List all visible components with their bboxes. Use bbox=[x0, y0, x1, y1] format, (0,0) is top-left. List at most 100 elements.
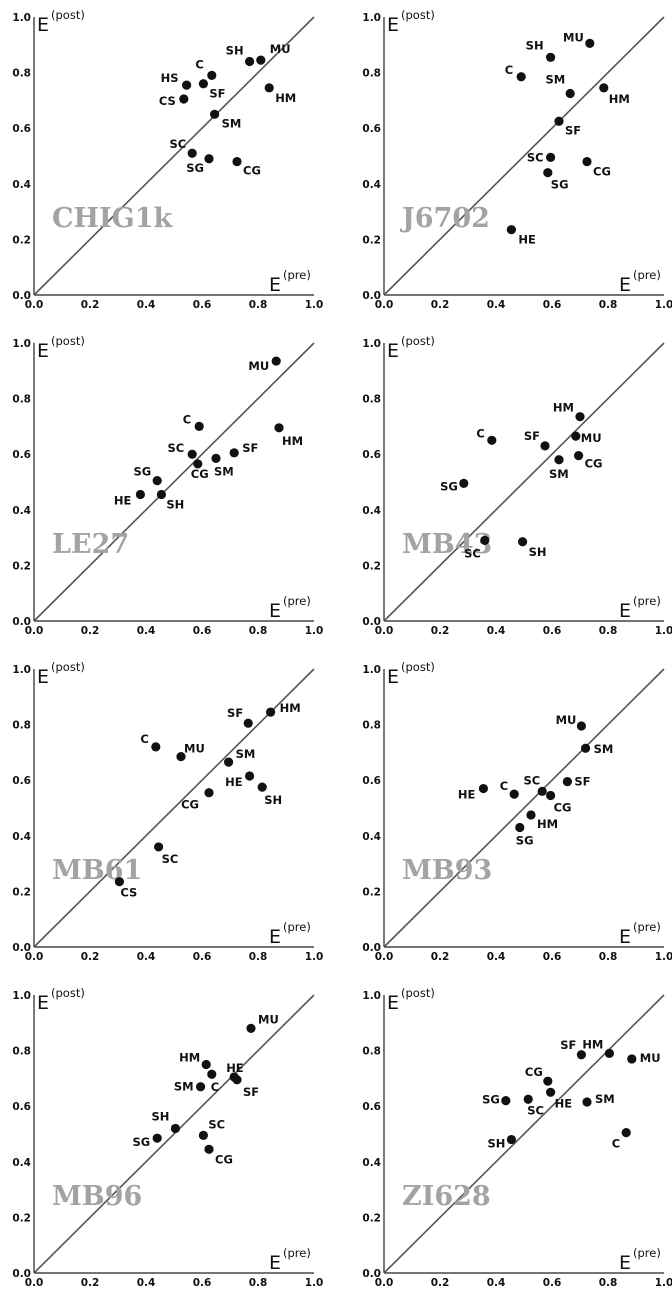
data-point-sm bbox=[582, 1097, 592, 1107]
data-label-sh: SH bbox=[226, 43, 244, 57]
x-tick-label: 0.6 bbox=[193, 951, 212, 963]
y-tick-label: 0.4 bbox=[12, 831, 31, 843]
data-point-sh bbox=[245, 56, 255, 67]
y-tick-label: 0.4 bbox=[362, 505, 381, 517]
data-point-sg bbox=[152, 476, 162, 486]
data-point-he bbox=[135, 489, 145, 500]
y-tick-label: 1.0 bbox=[12, 664, 31, 676]
data-label-mu: MU bbox=[270, 42, 291, 56]
x-tick-label: 0.4 bbox=[137, 299, 156, 311]
x-tick-label: 0.0 bbox=[375, 951, 394, 963]
data-point-sc bbox=[546, 152, 556, 162]
x-axis-title-sup: (pre) bbox=[283, 920, 311, 934]
x-tick-label: 0.8 bbox=[249, 625, 268, 637]
y-tick-label: 0.8 bbox=[12, 1046, 31, 1058]
x-tick-label: 0.4 bbox=[487, 625, 506, 637]
y-tick-label: 0.6 bbox=[12, 123, 31, 135]
data-point-sh bbox=[518, 537, 528, 547]
y-tick-label: 1.0 bbox=[362, 12, 381, 24]
data-label-sh: SH bbox=[529, 545, 547, 559]
data-label-he: HE bbox=[458, 788, 476, 802]
x-tick-label: 0.8 bbox=[599, 625, 618, 637]
data-point-sf bbox=[540, 441, 550, 451]
data-point-hm bbox=[526, 810, 536, 820]
data-label-mu: MU bbox=[581, 431, 602, 445]
data-label-sg: SG bbox=[516, 833, 534, 847]
y-axis-title-sup: (post) bbox=[401, 986, 435, 1000]
y-tick-label: 0.4 bbox=[12, 1157, 31, 1169]
data-label-hm: HM bbox=[179, 1051, 200, 1065]
data-label-sg: SG bbox=[186, 161, 204, 175]
x-axis-title: E bbox=[269, 926, 281, 948]
data-label-c: C bbox=[183, 412, 191, 426]
data-label-sf: SF bbox=[524, 429, 540, 443]
data-point-mu bbox=[256, 55, 266, 65]
data-label-sg: SG bbox=[132, 1135, 150, 1149]
y-tick-label: 0.8 bbox=[362, 394, 381, 406]
data-point-sg bbox=[152, 1133, 162, 1143]
data-point-sc bbox=[187, 148, 197, 158]
data-label-sc: SC bbox=[527, 1103, 544, 1117]
diagonal-line bbox=[383, 16, 665, 296]
x-tick-label: 0.6 bbox=[193, 1277, 212, 1289]
data-point-sm bbox=[224, 757, 234, 767]
diagonal-line bbox=[33, 16, 315, 296]
data-label-c: C bbox=[612, 1137, 620, 1151]
data-label-mu: MU bbox=[563, 30, 584, 44]
data-label-mu: MU bbox=[556, 713, 577, 727]
data-label-sc: SC bbox=[464, 546, 481, 560]
data-label-sm: SM bbox=[594, 742, 614, 756]
data-point-cs bbox=[114, 877, 124, 887]
data-label-c: C bbox=[476, 426, 484, 440]
data-point-cg bbox=[574, 450, 584, 461]
data-label-sf: SF bbox=[227, 706, 243, 720]
x-axis-title: E bbox=[269, 1252, 281, 1274]
data-label-sf: SF bbox=[243, 1085, 259, 1099]
y-tick-label: 1.0 bbox=[12, 12, 31, 24]
data-label-c: C bbox=[140, 732, 148, 746]
data-label-sg: SG bbox=[482, 1093, 500, 1107]
data-label-mu: MU bbox=[248, 359, 269, 373]
data-point-cg bbox=[204, 1144, 214, 1154]
data-label-sf: SF bbox=[242, 441, 258, 455]
x-tick-label: 0.4 bbox=[487, 1277, 506, 1289]
data-point-sc bbox=[523, 1094, 533, 1104]
data-label-sf: SF bbox=[574, 775, 590, 789]
data-label-hm: HM bbox=[553, 401, 574, 415]
y-tick-label: 0.0 bbox=[12, 616, 31, 628]
data-point-sm bbox=[210, 109, 220, 119]
data-label-cg: CG bbox=[585, 457, 603, 471]
data-label-c: C bbox=[195, 57, 203, 71]
data-label-sm: SM bbox=[236, 747, 256, 761]
data-point-sf bbox=[576, 1050, 587, 1060]
diagonal-line bbox=[383, 994, 665, 1274]
y-tick-label: 0.2 bbox=[12, 886, 31, 898]
y-tick-label: 1.0 bbox=[12, 338, 31, 350]
data-point-sf bbox=[198, 79, 208, 89]
x-tick-label: 0.0 bbox=[375, 1277, 394, 1289]
data-label-he: HE bbox=[555, 1096, 573, 1110]
x-axis-title-sup: (pre) bbox=[633, 268, 661, 282]
data-point-cg bbox=[193, 459, 203, 469]
data-label-he: HE bbox=[518, 233, 536, 247]
y-tick-label: 0.8 bbox=[12, 68, 31, 80]
data-point-c bbox=[194, 421, 204, 431]
y-tick-label: 1.0 bbox=[362, 338, 381, 350]
data-point-sg bbox=[515, 822, 525, 833]
data-label-c: C bbox=[211, 1080, 219, 1094]
y-tick-label: 0.2 bbox=[362, 1212, 381, 1224]
x-tick-label: 0.4 bbox=[137, 1277, 156, 1289]
panel-title: MB43 bbox=[402, 529, 492, 560]
y-tick-label: 0.8 bbox=[362, 720, 381, 732]
x-tick-label: 0.8 bbox=[599, 299, 618, 311]
panel-title: CHIG1k bbox=[52, 203, 173, 234]
data-point-sf bbox=[562, 776, 573, 787]
diagonal-line bbox=[33, 342, 315, 622]
data-label-cs: CS bbox=[120, 886, 137, 900]
y-axis-title: E bbox=[37, 340, 49, 362]
data-label-mu: MU bbox=[640, 1051, 661, 1065]
data-point-sf bbox=[232, 1075, 242, 1085]
data-point-hm bbox=[201, 1059, 211, 1070]
data-label-sm: SM bbox=[214, 464, 234, 478]
